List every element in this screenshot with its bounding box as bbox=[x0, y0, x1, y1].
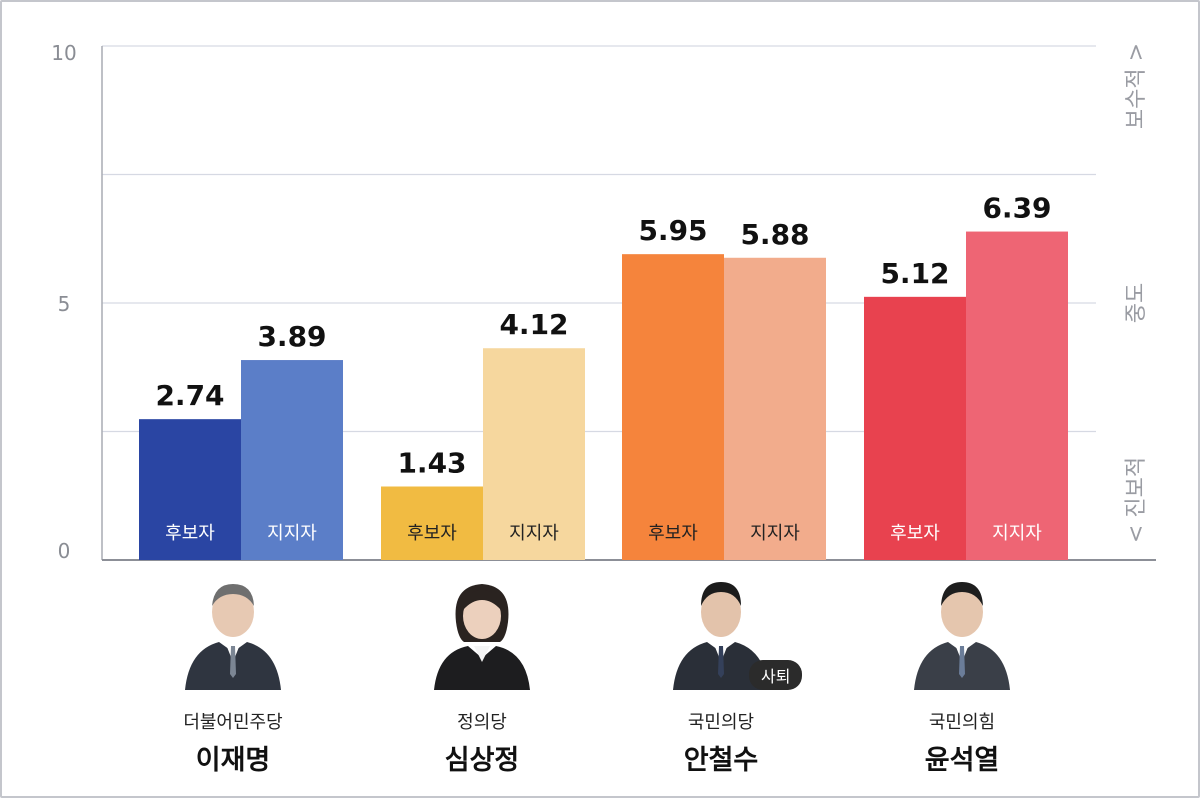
bar bbox=[724, 257, 826, 560]
person-photo-icon bbox=[185, 584, 281, 690]
y-tick-label: 5 bbox=[58, 292, 71, 316]
data-label: 2.74 bbox=[155, 379, 224, 412]
bar bbox=[241, 360, 343, 560]
candidate-photo: 사퇴 bbox=[671, 572, 803, 690]
bar-label: 지지자 bbox=[992, 523, 1042, 544]
candidate-3: 사퇴 국민의당 안철수 bbox=[611, 572, 831, 777]
data-label: 3.89 bbox=[257, 320, 326, 353]
party-name: 국민의힘 bbox=[928, 712, 996, 733]
candidate-name: 안철수 bbox=[683, 745, 759, 776]
candidate-photo bbox=[912, 572, 1012, 690]
bar bbox=[139, 419, 241, 560]
candidate-photo bbox=[432, 572, 532, 690]
right-axis-label-top: 보수적 > bbox=[1124, 43, 1149, 129]
bar-label: 지지자 bbox=[509, 523, 559, 544]
candidate-2: 정의당 심상정 bbox=[372, 572, 592, 777]
candidate-name: 심상정 bbox=[444, 745, 520, 776]
bar bbox=[483, 348, 585, 560]
bar bbox=[966, 231, 1068, 560]
bar-label: 후보자 bbox=[648, 523, 698, 544]
bar-label: 후보자 bbox=[165, 523, 215, 544]
bar-label: 후보자 bbox=[890, 523, 940, 544]
candidate-name: 이재명 bbox=[195, 745, 271, 776]
right-axis-label-bottom: < 진보적 bbox=[1124, 457, 1149, 543]
party-name: 국민의당 bbox=[687, 712, 755, 733]
candidate-photo bbox=[183, 572, 283, 690]
person-photo-icon bbox=[673, 582, 769, 690]
party-name: 정의당 bbox=[457, 712, 507, 733]
data-label: 5.12 bbox=[880, 257, 949, 290]
person-photo-icon bbox=[434, 584, 530, 690]
data-label: 6.39 bbox=[982, 192, 1051, 225]
bar-label: 지지자 bbox=[267, 523, 317, 544]
party-name: 더불어민주당 bbox=[183, 712, 283, 733]
right-axis-label-middle: 중도 bbox=[1124, 283, 1149, 323]
bar bbox=[381, 486, 483, 560]
bar-label: 지지자 bbox=[750, 523, 800, 544]
bar bbox=[622, 254, 724, 561]
data-label: 1.43 bbox=[397, 446, 466, 479]
y-tick-label: 0 bbox=[58, 539, 71, 563]
bar bbox=[864, 296, 966, 560]
bar-label: 후보자 bbox=[407, 523, 457, 544]
data-label: 5.95 bbox=[638, 214, 707, 247]
y-tick-label: 10 bbox=[51, 41, 76, 65]
data-label: 5.88 bbox=[740, 218, 809, 251]
candidate-1: 더불어민주당 이재명 bbox=[123, 572, 343, 777]
candidate-4: 국민의힘 윤석열 bbox=[852, 572, 1072, 777]
candidate-name: 윤석열 bbox=[924, 745, 1000, 776]
person-photo-icon bbox=[914, 582, 1010, 690]
status-badge: 사퇴 bbox=[749, 660, 803, 690]
data-label: 4.12 bbox=[499, 308, 568, 341]
